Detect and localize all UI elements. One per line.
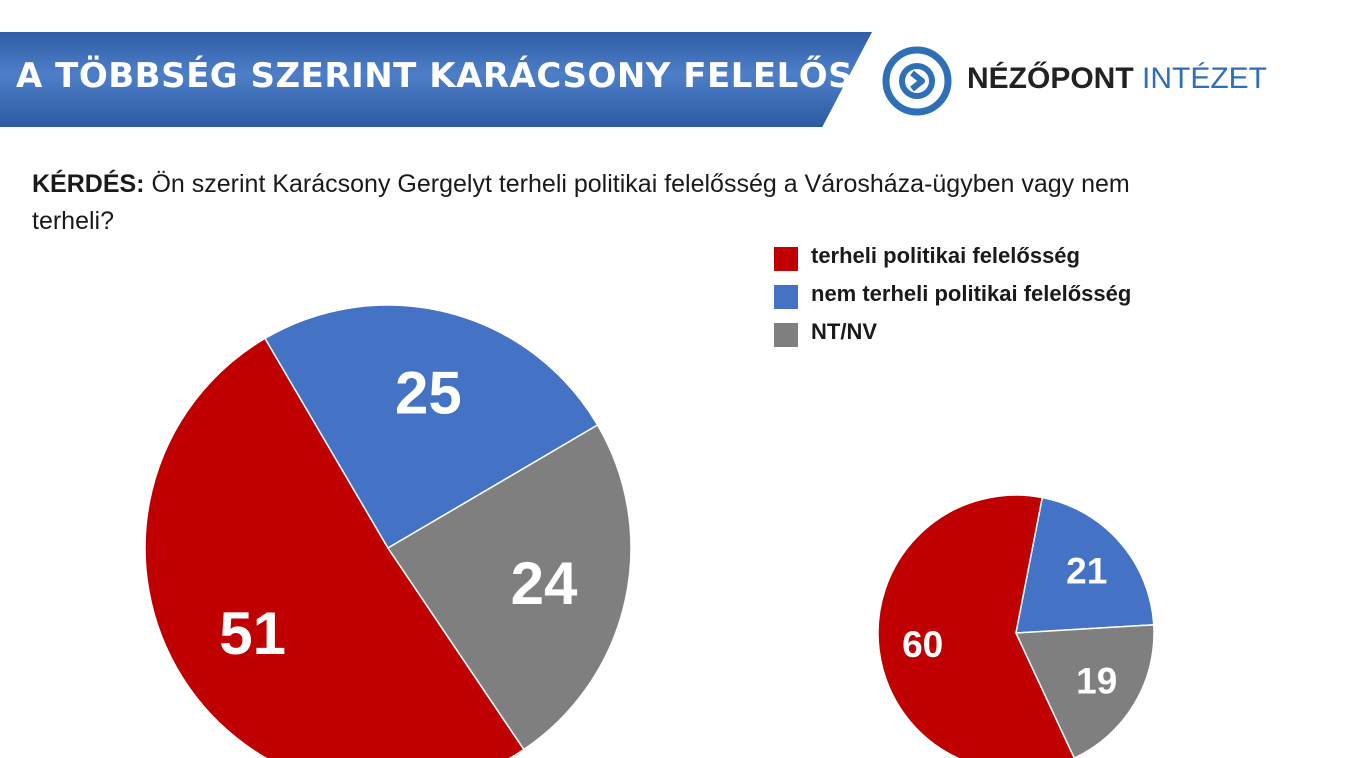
slice-value-label: 24 xyxy=(511,550,578,617)
slice-value-label: 19 xyxy=(1076,661,1117,702)
legend-swatch-blue xyxy=(774,285,798,309)
pie-slice xyxy=(386,424,632,751)
legend-label: NT/NV xyxy=(811,319,877,344)
question-label: KÉRDÉS: xyxy=(32,170,145,198)
legend-swatch-red xyxy=(774,247,798,271)
page-title: A TÖBBSÉG SZERINT KARÁCSONY FELELŐS xyxy=(16,56,854,96)
pie-chart-1: 51 25 24 xyxy=(144,304,632,758)
nezopont-logo-icon xyxy=(882,46,952,116)
pie-slice xyxy=(144,337,525,758)
pie-chart-2: 60 21 19 xyxy=(877,494,1155,758)
question-text: Ön szerint Karácsony Gergelyt terheli po… xyxy=(32,170,1130,235)
slice-value-label: 25 xyxy=(395,360,462,427)
legend-swatch-gray xyxy=(774,323,798,347)
pie-slice xyxy=(1015,496,1155,634)
logo-word-secondary: INTÉZET xyxy=(1142,62,1268,95)
pie-slice xyxy=(264,304,599,550)
logo-word-primary: NÉZŐPONT xyxy=(967,62,1134,95)
logo-text: NÉZŐPONT INTÉZET xyxy=(967,62,1267,96)
slice-value-label: 21 xyxy=(1066,551,1107,592)
legend-label: nem terheli politikai felelősség xyxy=(811,281,1132,306)
pie-slice xyxy=(877,494,1076,758)
title-banner xyxy=(0,32,872,127)
pie-slice xyxy=(1014,624,1155,758)
survey-question: KÉRDÉS: Ön szerint Karácsony Gergelyt te… xyxy=(32,166,1212,240)
legend-label: terheli politikai felelősség xyxy=(811,243,1080,268)
slice-value-label: 60 xyxy=(902,624,943,665)
slice-value-label: 51 xyxy=(219,600,286,667)
